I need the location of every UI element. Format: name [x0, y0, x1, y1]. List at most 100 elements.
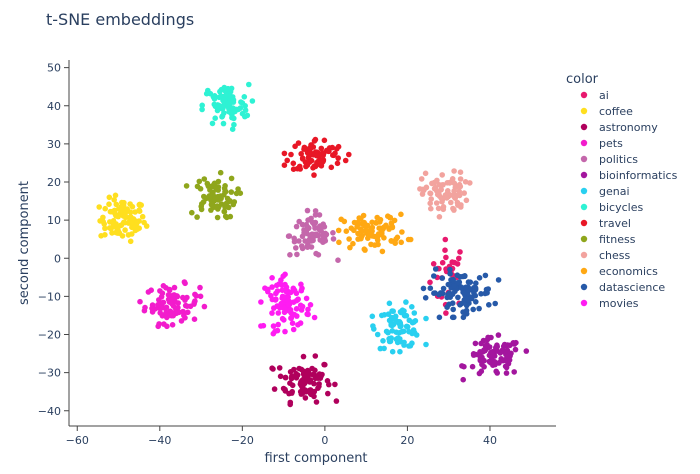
point-fitness	[228, 189, 235, 195]
point-genai	[401, 308, 407, 314]
point-bicycles	[227, 88, 234, 95]
point-travel	[281, 150, 288, 157]
point-economics	[355, 230, 361, 237]
point-coffee	[118, 207, 125, 214]
point-economics	[362, 222, 368, 228]
point-travel	[335, 143, 342, 150]
point-pets	[197, 293, 204, 300]
point-bioinformatics	[491, 360, 498, 367]
point-fitness	[215, 178, 222, 185]
y-tick-label: −20	[38, 329, 61, 342]
point-movies	[295, 322, 301, 328]
point-bioinformatics	[461, 363, 467, 370]
point-ai	[439, 259, 446, 266]
point-travel	[326, 145, 333, 151]
point-movies	[282, 271, 288, 278]
point-chess	[451, 207, 457, 213]
point-bioinformatics	[501, 341, 508, 348]
point-bicycles	[211, 96, 218, 102]
point-datascience	[473, 280, 479, 287]
point-travel	[328, 164, 335, 171]
point-coffee	[129, 203, 136, 210]
legend-label-astronomy: astronomy	[599, 121, 658, 134]
point-coffee	[139, 213, 146, 220]
point-astronomy	[332, 381, 338, 388]
point-politics	[301, 229, 307, 236]
legend-marker-ai	[580, 91, 588, 99]
point-datascience	[445, 281, 452, 288]
point-fitness	[213, 186, 219, 192]
point-astronomy	[276, 365, 283, 371]
point-travel	[301, 146, 307, 152]
point-chess	[462, 179, 469, 185]
point-fitness	[214, 214, 221, 221]
point-economics	[335, 227, 342, 234]
point-fitness	[189, 209, 195, 216]
y-tick-label: 20	[47, 176, 61, 189]
point-fitness	[228, 175, 235, 182]
point-fitness	[218, 195, 224, 202]
legend-label-chess: chess	[599, 249, 631, 262]
point-bicycles	[203, 90, 210, 97]
legend-marker-economics	[580, 267, 588, 275]
point-economics	[363, 227, 369, 233]
point-astronomy	[269, 365, 275, 372]
point-politics	[312, 208, 319, 214]
point-fitness	[225, 204, 232, 211]
point-pets	[157, 310, 163, 316]
legend-label-genai: genai	[599, 185, 630, 198]
point-economics	[351, 219, 358, 226]
point-datascience	[463, 311, 470, 317]
point-genai	[399, 328, 406, 335]
legend-marker-politics	[580, 155, 588, 163]
point-chess	[457, 169, 464, 175]
point-fitness	[208, 201, 215, 208]
point-politics	[287, 252, 293, 258]
point-coffee	[136, 201, 143, 208]
legend-marker-genai	[580, 187, 588, 195]
point-movies	[258, 299, 264, 305]
point-datascience	[470, 306, 477, 313]
x-tick-label: −20	[231, 434, 254, 447]
point-fitness	[205, 183, 212, 189]
point-travel	[303, 163, 309, 170]
point-politics	[304, 244, 311, 250]
point-chess	[439, 172, 446, 178]
point-movies	[281, 309, 288, 316]
point-chess	[427, 190, 433, 196]
point-politics	[312, 212, 319, 218]
point-pets	[191, 316, 198, 323]
point-bioinformatics	[472, 340, 479, 347]
point-movies	[287, 306, 293, 313]
point-economics	[361, 246, 368, 252]
point-bicycles	[241, 94, 248, 100]
point-movies	[290, 326, 297, 333]
point-astronomy	[309, 365, 315, 372]
point-economics	[373, 220, 380, 226]
point-genai	[383, 328, 390, 335]
point-movies	[269, 275, 275, 281]
point-datascience	[486, 302, 492, 308]
point-genai	[409, 319, 416, 326]
point-economics	[398, 239, 405, 246]
point-economics	[399, 229, 405, 235]
point-pets	[160, 283, 167, 289]
point-chess	[467, 180, 473, 186]
point-travel	[290, 166, 297, 172]
point-bicycles	[229, 112, 235, 118]
point-chess	[451, 168, 457, 174]
point-ai	[442, 236, 449, 243]
legend-label-fitness: fitness	[599, 233, 636, 246]
legend-label-datascience: datascience	[599, 281, 665, 294]
point-ai	[457, 249, 463, 255]
legend-label-ai: ai	[599, 89, 609, 102]
point-travel	[288, 151, 294, 158]
point-genai	[409, 304, 415, 310]
point-movies	[275, 310, 282, 316]
point-coffee	[141, 219, 147, 226]
point-astronomy	[325, 390, 331, 397]
point-coffee	[127, 238, 134, 245]
point-datascience	[431, 273, 437, 279]
point-astronomy	[300, 353, 307, 360]
point-movies	[288, 289, 294, 296]
